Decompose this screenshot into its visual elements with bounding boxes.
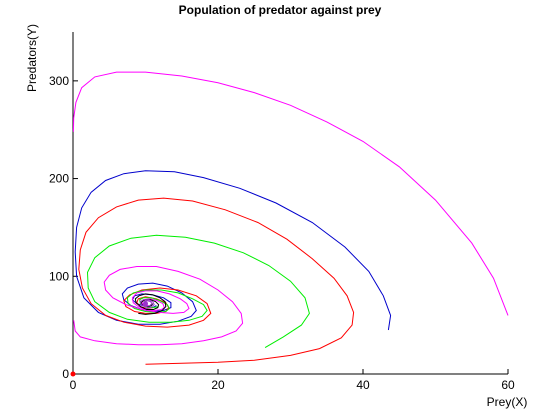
y-tick-label: 300 <box>49 74 69 88</box>
y-tick-label: 200 <box>49 172 69 186</box>
series-line-7 <box>139 299 155 309</box>
x-tick-label: 40 <box>356 378 370 392</box>
x-tick-label: 60 <box>501 378 515 392</box>
equilibrium-point <box>143 301 148 307</box>
series-line-4 <box>86 234 310 349</box>
x-axis: 0 20 40 60 Prey(X) <box>70 369 528 409</box>
x-ticks: 0 20 40 60 <box>70 369 515 392</box>
series-line-2 <box>74 170 392 331</box>
y-axis: 0 100 200 300 Predators(Y) <box>25 24 78 381</box>
y-tick-label: 0 <box>62 367 69 381</box>
chart-title: Population of predator against prey <box>179 3 382 17</box>
y-ticks: 0 100 200 300 <box>49 74 78 381</box>
series-line-1 <box>72 71 509 316</box>
x-tick-label: 20 <box>211 378 225 392</box>
y-tick-label: 100 <box>49 269 69 283</box>
plot-markers <box>70 301 148 377</box>
plot-series <box>72 71 509 365</box>
y-axis-label: Predators(Y) <box>25 24 39 92</box>
x-tick-label: 0 <box>70 378 77 392</box>
series-line-5 <box>73 266 244 346</box>
origin-marker <box>70 371 76 377</box>
x-axis-label: Prey(X) <box>487 395 528 409</box>
